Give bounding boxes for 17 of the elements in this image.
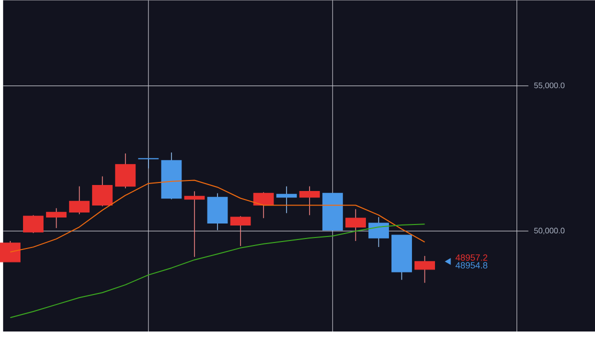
- text: 48957.2: [456, 254, 488, 261]
- candlestick: [115, 152, 136, 189]
- candlestick: [138, 158, 159, 169]
- candlestick: [0, 240, 21, 262]
- candlestick: [414, 255, 435, 284]
- candlestick: [368, 216, 389, 248]
- candlestick: [276, 186, 297, 214]
- candlestick: [23, 214, 44, 234]
- candlestick: [46, 208, 67, 228]
- candlestick: [184, 190, 205, 258]
- candlestick: [345, 208, 366, 242]
- candlestick: [230, 216, 251, 246]
- candlestick: [253, 192, 274, 218]
- text: 48954.8: [456, 262, 488, 268]
- candlestick: [92, 176, 113, 206]
- candlestick: [299, 186, 320, 216]
- candlestick: [69, 186, 90, 214]
